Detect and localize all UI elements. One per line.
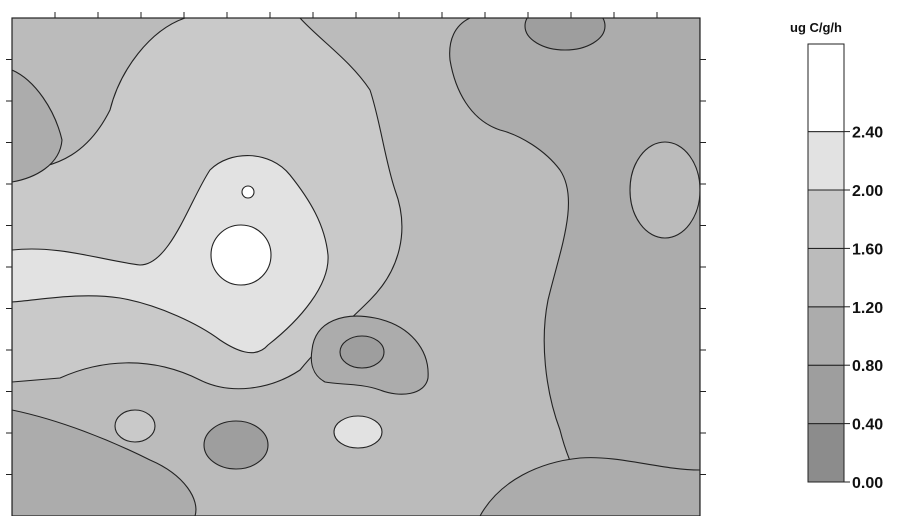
contour-pocket-farright: [629, 141, 700, 239]
contour-region-low-bottom-right: [479, 457, 700, 516]
contour-peak-main: [210, 224, 272, 286]
colorbar-band: [807, 247, 845, 308]
axis-ticks: [6, 12, 706, 475]
contour-region-lowest-bottom: [203, 420, 269, 470]
colorbar-level-label: 0.00: [852, 475, 883, 492]
colorbar-unit-label: ug C/g/h: [790, 20, 842, 35]
contour-region-low-bottom: [12, 409, 197, 516]
contour-region-lowest-center: [339, 335, 385, 369]
colorbar-band: [807, 189, 845, 249]
colorbar-band: [807, 131, 845, 191]
contour-region-lowest-top: [524, 18, 606, 51]
colorbar-level-label: 0.40: [852, 417, 883, 434]
colorbar-band: [807, 364, 845, 425]
colorbar-level-label: 1.60: [852, 241, 883, 258]
colorbar-level-label: 1.20: [852, 300, 883, 317]
colorbar-level-label: 2.00: [852, 183, 883, 200]
contour-region-low-topright: [449, 18, 700, 511]
colorbar-band: [807, 423, 845, 483]
colorbar-level-label: 0.80: [852, 358, 883, 375]
contour-region-light: [12, 155, 329, 354]
contour-plot-area: [6, 12, 706, 516]
colorbar-band: [807, 306, 845, 366]
contour-peak-small: [241, 185, 255, 199]
contour-pocket-left: [114, 409, 156, 443]
contour-region-low-left: [12, 69, 63, 183]
colorbar: ug C/g/h 0.00 0.40 0.80 1.20 1.60 2.00 2.40: [790, 20, 883, 492]
contour-pocket-right: [333, 415, 383, 449]
colorbar-band: [807, 43, 845, 133]
colorbar-level-label: 2.40: [852, 125, 883, 142]
